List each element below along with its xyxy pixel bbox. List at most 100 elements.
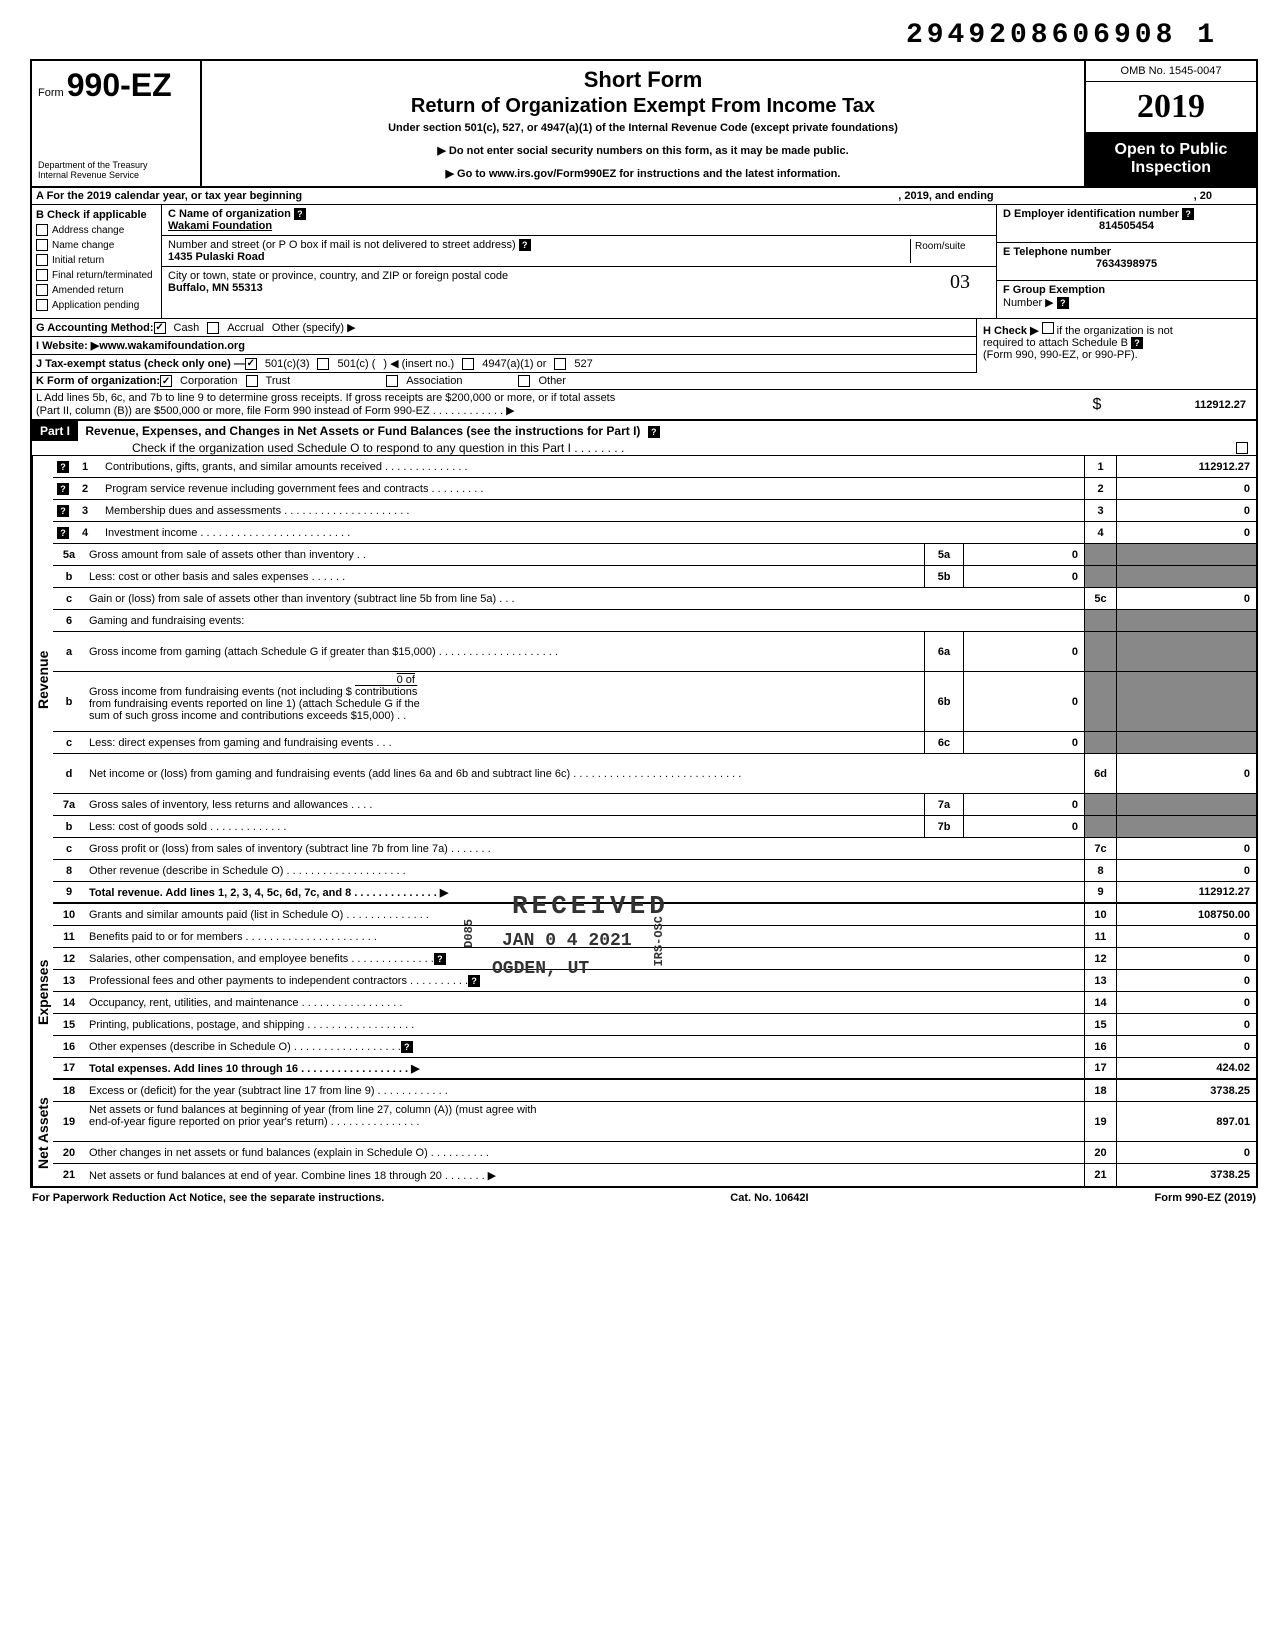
form-header: Form 990-EZ Department of the Treasury I… — [32, 61, 1256, 188]
col-b-checkboxes: B Check if applicable Address change Nam… — [32, 205, 162, 318]
line-9-amt: 112912.27 — [1116, 882, 1256, 902]
help-icon: ? — [57, 461, 69, 473]
dln-number: 2949208606908 1 — [30, 20, 1258, 51]
help-icon: ? — [294, 208, 306, 220]
cb-trust[interactable] — [246, 375, 258, 387]
dept-treasury: Department of the Treasury Internal Reve… — [38, 160, 194, 180]
line-8-amt: 0 — [1116, 860, 1256, 881]
scanned-date-stamp: SCANNED DEC 0 3 2022 — [0, 244, 3, 491]
org-city: Buffalo, MN 55313 — [168, 282, 263, 294]
cb-501c[interactable] — [317, 358, 329, 370]
line-14-amt: 0 — [1116, 992, 1256, 1013]
help-icon: ? — [1057, 297, 1069, 309]
received-date-stamp: JAN 0 4 2021 — [502, 931, 632, 951]
form-footer: For Paperwork Reduction Act Notice, see … — [30, 1188, 1258, 1208]
irs-osc-stamp: IRS-OSC — [652, 916, 666, 966]
paperwork-notice: For Paperwork Reduction Act Notice, see … — [32, 1192, 384, 1204]
gross-receipts-amount: 112912.27 — [1112, 399, 1252, 411]
catalog-number: Cat. No. 10642I — [730, 1192, 808, 1204]
cb-application-pending[interactable] — [36, 299, 48, 311]
received-location-stamp: OGDEN, UT — [492, 959, 589, 979]
cb-schedule-b[interactable] — [1042, 322, 1054, 334]
help-icon: ? — [648, 426, 660, 438]
received-stamp: RECEIVED — [512, 891, 669, 921]
help-icon: ? — [57, 505, 69, 517]
ssn-warning: ▶ Do not enter social security numbers o… — [212, 144, 1074, 157]
line-10-amt: 108750.00 — [1116, 904, 1256, 925]
line-16-amt: 0 — [1116, 1036, 1256, 1057]
ein: 814505454 — [1003, 220, 1250, 232]
room-suite: Room/suite — [910, 239, 990, 263]
open-public-badge: Open to Public Inspection — [1086, 133, 1256, 186]
form-subtitle: Under section 501(c), 527, or 4947(a)(1)… — [212, 122, 1074, 134]
line-4-amt: 0 — [1116, 522, 1256, 543]
line-11-amt: 0 — [1116, 926, 1256, 947]
expenses-label: Expenses — [32, 904, 53, 1080]
form-title-long: Return of Organization Exempt From Incom… — [212, 95, 1074, 118]
form-990ez: SCANNED DEC 0 3 2022 Form 990-EZ Departm… — [30, 59, 1258, 1188]
net-assets-section: Net Assets 18Excess or (deficit) for the… — [32, 1080, 1256, 1186]
help-icon: ? — [1182, 208, 1194, 220]
line-21-amt: 3738.25 — [1116, 1164, 1256, 1186]
website-note: ▶ Go to www.irs.gov/Form990EZ for instru… — [212, 167, 1074, 180]
row-a-tax-year: A For the 2019 calendar year, or tax yea… — [32, 188, 1256, 205]
line-5c-amt: 0 — [1116, 588, 1256, 609]
line-20-amt: 0 — [1116, 1142, 1256, 1163]
revenue-label: Revenue — [32, 456, 53, 904]
help-icon: ? — [1131, 337, 1143, 349]
cb-amended-return[interactable] — [36, 284, 48, 296]
line-2-amt: 0 — [1116, 478, 1256, 499]
cb-501c3[interactable]: ✓ — [245, 358, 257, 370]
line-12-amt: 0 — [1116, 948, 1256, 969]
row-k-org-form: K Form of organization: ✓Corporation Tru… — [32, 373, 1256, 390]
entity-info-block: B Check if applicable Address change Nam… — [32, 205, 1256, 319]
d085-stamp: D085 — [462, 919, 476, 948]
website-value: www.wakamifoundation.org — [99, 340, 245, 352]
help-icon: ? — [519, 239, 531, 251]
line-18-amt: 3738.25 — [1116, 1080, 1256, 1101]
tax-year: 2019 — [1086, 82, 1256, 133]
line-19-amt: 897.01 — [1116, 1102, 1256, 1141]
cb-schedule-o-part1[interactable] — [1236, 442, 1248, 454]
cb-initial-return[interactable] — [36, 254, 48, 266]
org-name: Wakami Foundation — [168, 220, 272, 232]
help-icon: ? — [401, 1041, 413, 1053]
line-17-amt: 424.02 — [1116, 1058, 1256, 1078]
expenses-section: Expenses 10Grants and similar amounts pa… — [32, 904, 1256, 1080]
cb-name-change[interactable] — [36, 239, 48, 251]
help-icon: ? — [57, 527, 69, 539]
help-icon: ? — [468, 975, 480, 987]
cb-accrual[interactable] — [207, 322, 219, 334]
omb-number: OMB No. 1545-0047 — [1086, 61, 1256, 82]
org-street: 1435 Pulaski Road — [168, 251, 265, 263]
net-assets-label: Net Assets — [32, 1080, 53, 1186]
cb-527[interactable] — [554, 358, 566, 370]
line-7c-amt: 0 — [1116, 838, 1256, 859]
cb-address-change[interactable] — [36, 224, 48, 236]
line-3-amt: 0 — [1116, 500, 1256, 521]
cb-cash[interactable]: ✓ — [154, 322, 166, 334]
row-i-website: I Website: ▶ www.wakamifoundation.org — [32, 337, 976, 355]
cb-other[interactable] — [518, 375, 530, 387]
row-j-tax-status: J Tax-exempt status (check only one) — ✓… — [32, 355, 976, 373]
row-g-accounting: G Accounting Method: ✓Cash Accrual Other… — [32, 319, 976, 337]
cb-corporation[interactable]: ✓ — [160, 375, 172, 387]
handwritten-03: 03 — [950, 271, 990, 294]
col-def: D Employer identification number ? 81450… — [996, 205, 1256, 318]
help-icon: ? — [434, 953, 446, 965]
line-13-amt: 0 — [1116, 970, 1256, 991]
col-c-org-info: C Name of organization ? Wakami Foundati… — [162, 205, 996, 318]
form-title-short: Short Form — [212, 67, 1074, 93]
row-l-gross-receipts: L Add lines 5b, 6c, and 7b to line 9 to … — [32, 390, 1256, 421]
row-h-schedule-b: H Check ▶ if the organization is not req… — [976, 319, 1256, 373]
cb-final-return[interactable] — [36, 269, 48, 281]
part-1-header: Part I Revenue, Expenses, and Changes in… — [32, 421, 1256, 456]
line-1-amt: 112912.27 — [1116, 456, 1256, 477]
cb-association[interactable] — [386, 375, 398, 387]
form-version: Form 990-EZ (2019) — [1155, 1192, 1256, 1204]
line-6d-amt: 0 — [1116, 754, 1256, 793]
form-number: Form 990-EZ — [38, 67, 194, 104]
line-15-amt: 0 — [1116, 1014, 1256, 1035]
cb-4947[interactable] — [462, 358, 474, 370]
help-icon: ? — [57, 483, 69, 495]
